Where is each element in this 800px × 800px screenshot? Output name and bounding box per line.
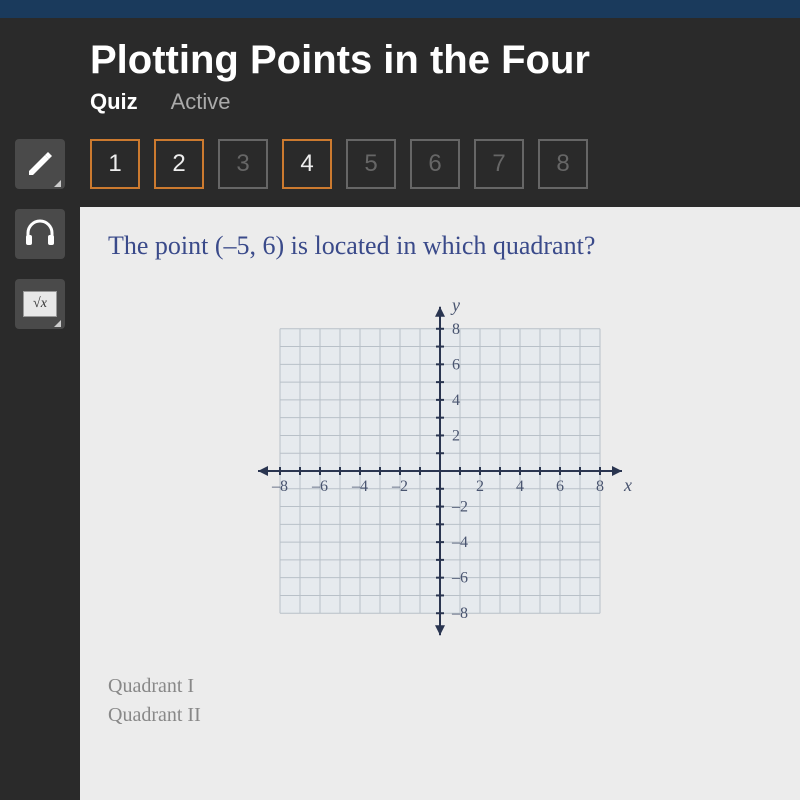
question-text: The point (–5, 6) is located in which qu… (108, 231, 772, 261)
sqrt-icon: √x (23, 291, 57, 317)
svg-text:8: 8 (596, 478, 604, 495)
svg-text:6: 6 (556, 478, 564, 495)
svg-text:–8: –8 (451, 605, 468, 622)
svg-text:4: 4 (452, 392, 460, 409)
tab-active[interactable]: Active (171, 89, 231, 114)
svg-text:6: 6 (452, 356, 460, 373)
tool-corner-indicator (54, 320, 61, 327)
svg-text:–6: –6 (451, 570, 468, 587)
question-nav-6[interactable]: 6 (410, 139, 460, 189)
question-nav-7[interactable]: 7 (474, 139, 524, 189)
svg-text:x: x (623, 475, 632, 495)
question-nav-5[interactable]: 5 (346, 139, 396, 189)
coordinate-grid: –8 –6 –4 –2 2 4 6 8 –8 –6 –4 –2 2 4 6 8 x y (230, 281, 650, 661)
answer-b[interactable]: Quadrant II (108, 704, 772, 727)
header-tabs: Quiz Active (90, 89, 780, 115)
content-area: 12345678 The point (–5, 6) is located in… (80, 125, 800, 800)
svg-text:y: y (450, 295, 460, 315)
tool-sidebar: √x (0, 125, 80, 800)
svg-text:–2: –2 (451, 499, 468, 516)
svg-text:–6: –6 (311, 478, 328, 495)
svg-text:–8: –8 (271, 478, 288, 495)
svg-text:–2: –2 (391, 478, 408, 495)
svg-text:–4: –4 (451, 534, 468, 551)
answer-choices: Quadrant I Quadrant II (108, 675, 772, 727)
question-nav-4[interactable]: 4 (282, 139, 332, 189)
svg-text:4: 4 (516, 478, 524, 495)
coordinate-grid-wrap: –8 –6 –4 –2 2 4 6 8 –8 –6 –4 –2 2 4 6 8 x y (108, 281, 772, 661)
svg-text:–4: –4 (351, 478, 368, 495)
question-panel: The point (–5, 6) is located in which qu… (80, 207, 800, 800)
question-nav-1[interactable]: 1 (90, 139, 140, 189)
pencil-icon (25, 149, 55, 179)
tool-corner-indicator (54, 180, 61, 187)
window-top-bar (0, 0, 800, 18)
header: Plotting Points in the Four Quiz Active (0, 18, 800, 125)
question-nav-2[interactable]: 2 (154, 139, 204, 189)
question-nav: 12345678 (80, 125, 800, 207)
main: √x 12345678 The point (–5, 6) is located… (0, 125, 800, 800)
formula-tool[interactable]: √x (15, 279, 65, 329)
question-nav-8[interactable]: 8 (538, 139, 588, 189)
svg-text:8: 8 (452, 321, 460, 338)
svg-text:2: 2 (452, 427, 460, 444)
headphones-icon (23, 219, 57, 249)
page-title: Plotting Points in the Four (90, 38, 780, 83)
audio-tool[interactable] (15, 209, 65, 259)
app-root: Plotting Points in the Four Quiz Active (0, 0, 800, 800)
answer-a[interactable]: Quadrant I (108, 675, 772, 698)
question-nav-3[interactable]: 3 (218, 139, 268, 189)
pencil-tool[interactable] (15, 139, 65, 189)
tab-quiz[interactable]: Quiz (90, 89, 138, 114)
svg-text:2: 2 (476, 478, 484, 495)
